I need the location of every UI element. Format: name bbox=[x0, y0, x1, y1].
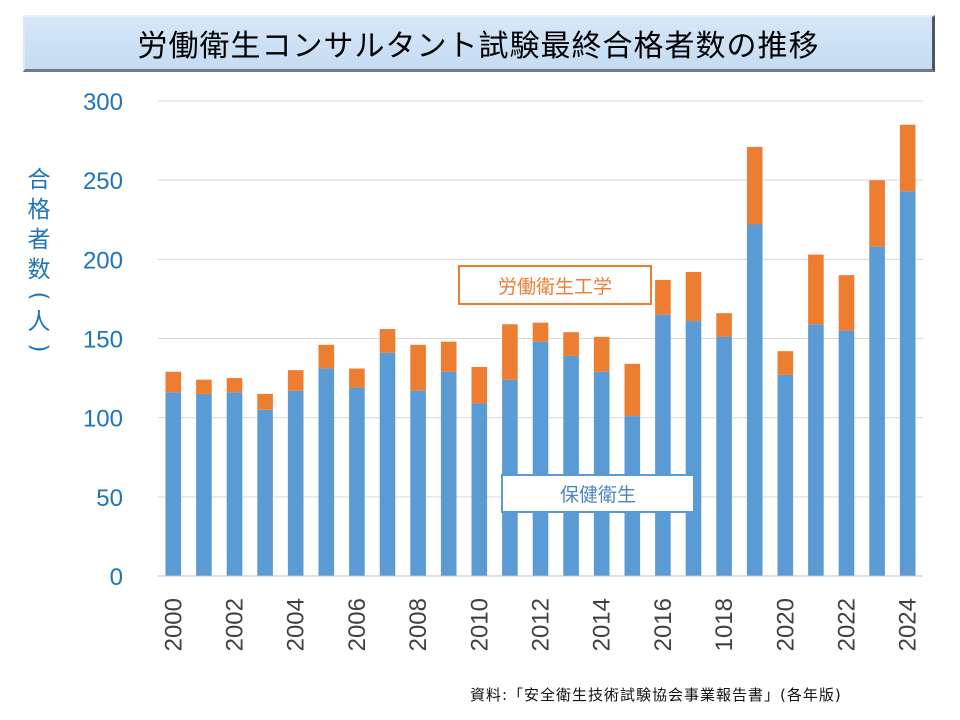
x-tick-label: 2000 bbox=[160, 598, 187, 651]
bar-hoken-2008 bbox=[410, 390, 426, 576]
y-axis-title: 合格者数(人) bbox=[22, 165, 56, 359]
bar-hoken-2020 bbox=[777, 374, 794, 576]
y-tick-label: 0 bbox=[110, 564, 123, 591]
bar-kogaku-2008 bbox=[410, 344, 426, 391]
bar-kogaku-2019 bbox=[746, 146, 763, 225]
bar-hoken-2003 bbox=[257, 409, 273, 576]
bar-hoken-2021 bbox=[808, 324, 824, 576]
bar-hoken-2014 bbox=[593, 371, 610, 576]
bar-kogaku-2023 bbox=[869, 180, 885, 247]
x-tick-label: 2010 bbox=[466, 598, 493, 651]
x-tick-label: 2022 bbox=[834, 598, 861, 651]
y-tick-label: 150 bbox=[83, 327, 123, 354]
x-tick-label: 2016 bbox=[650, 598, 677, 651]
bar-hoken-2002 bbox=[226, 392, 243, 576]
x-tick-label: 2004 bbox=[283, 598, 310, 651]
bar-kogaku-2022 bbox=[838, 275, 855, 331]
y-axis-title-char: 数 bbox=[27, 257, 51, 283]
bar-hoken-2024 bbox=[899, 191, 916, 576]
bar-hoken-2019 bbox=[746, 224, 763, 576]
bar-hoken-2022 bbox=[838, 330, 855, 576]
bar-kogaku-2006 bbox=[349, 368, 365, 388]
legend-kogaku-label: 労働衛生工学 bbox=[458, 265, 652, 305]
bar-hoken-2004 bbox=[287, 390, 304, 576]
bar-hoken-2023 bbox=[869, 246, 885, 576]
y-tick-label: 200 bbox=[83, 247, 123, 274]
bar-kogaku-2011 bbox=[502, 324, 518, 380]
bar-hoken-2001 bbox=[196, 393, 212, 576]
bar-kogaku-2020 bbox=[777, 351, 794, 375]
bar-kogaku-2017 bbox=[685, 272, 702, 322]
bar-kogaku-2010 bbox=[471, 367, 488, 404]
bar-hoken-2010 bbox=[471, 403, 488, 576]
x-tick-label: 2012 bbox=[528, 598, 555, 651]
bar-kogaku-2001 bbox=[196, 379, 212, 394]
bar-kogaku-2003 bbox=[257, 393, 273, 410]
bar-hoken-2013 bbox=[563, 355, 579, 576]
bar-hoken-2009 bbox=[440, 371, 457, 576]
bar-kogaku-2013 bbox=[563, 332, 579, 356]
bar-hoken-2007 bbox=[379, 352, 396, 576]
y-tick-label: 250 bbox=[83, 168, 123, 195]
bar-hoken-2005 bbox=[318, 368, 335, 576]
bar-kogaku-2005 bbox=[318, 344, 335, 369]
bar-hoken-2012 bbox=[532, 341, 549, 576]
x-tick-label: 2008 bbox=[405, 598, 432, 651]
bar-kogaku-2018 bbox=[716, 313, 732, 337]
x-tick-label: 2014 bbox=[589, 598, 616, 651]
bar-kogaku-2021 bbox=[808, 254, 824, 325]
bar-kogaku-2002 bbox=[226, 378, 243, 393]
x-tick-label: 2024 bbox=[895, 598, 922, 651]
title-banner: 労働衛生コンサルタント試験最終合格者数の推移 bbox=[23, 15, 935, 72]
legend-hoken-label: 保健衛生 bbox=[501, 474, 695, 513]
x-tick-label: 1018 bbox=[711, 598, 738, 651]
x-tick-label: 2020 bbox=[772, 598, 799, 651]
bar-hoken-2000 bbox=[165, 392, 182, 576]
y-axis-title-char: 格 bbox=[27, 197, 51, 223]
bar-kogaku-2004 bbox=[287, 370, 304, 391]
bar-hoken-2018 bbox=[716, 336, 732, 576]
y-tick-label: 300 bbox=[83, 89, 123, 116]
bar-kogaku-2009 bbox=[440, 341, 457, 372]
x-tick-label: 2006 bbox=[344, 598, 371, 651]
bar-kogaku-2014 bbox=[593, 336, 610, 372]
y-tick-label: 50 bbox=[96, 485, 123, 512]
bar-kogaku-2024 bbox=[899, 124, 916, 192]
source-note: 資料:「安全衛生技術試験協会事業報告書」(各年版) bbox=[470, 686, 842, 704]
y-tick-label: 100 bbox=[83, 406, 123, 433]
y-axis-title-char: 人 bbox=[27, 309, 51, 335]
chart-title: 労働衛生コンサルタント試験最終合格者数の推移 bbox=[137, 29, 820, 64]
bar-kogaku-2015 bbox=[624, 363, 641, 417]
bar-kogaku-2000 bbox=[165, 371, 182, 393]
bar-kogaku-2012 bbox=[532, 322, 549, 342]
bar-hoken-2006 bbox=[349, 387, 365, 576]
y-axis-title-char: 者 bbox=[27, 227, 51, 253]
bar-hoken-2016 bbox=[655, 314, 671, 576]
y-axis-title-char: 合 bbox=[27, 167, 51, 193]
bar-kogaku-2016 bbox=[655, 279, 671, 315]
bar-kogaku-2007 bbox=[379, 329, 396, 353]
bar-hoken-2017 bbox=[685, 321, 702, 576]
x-tick-label: 2002 bbox=[222, 598, 249, 651]
